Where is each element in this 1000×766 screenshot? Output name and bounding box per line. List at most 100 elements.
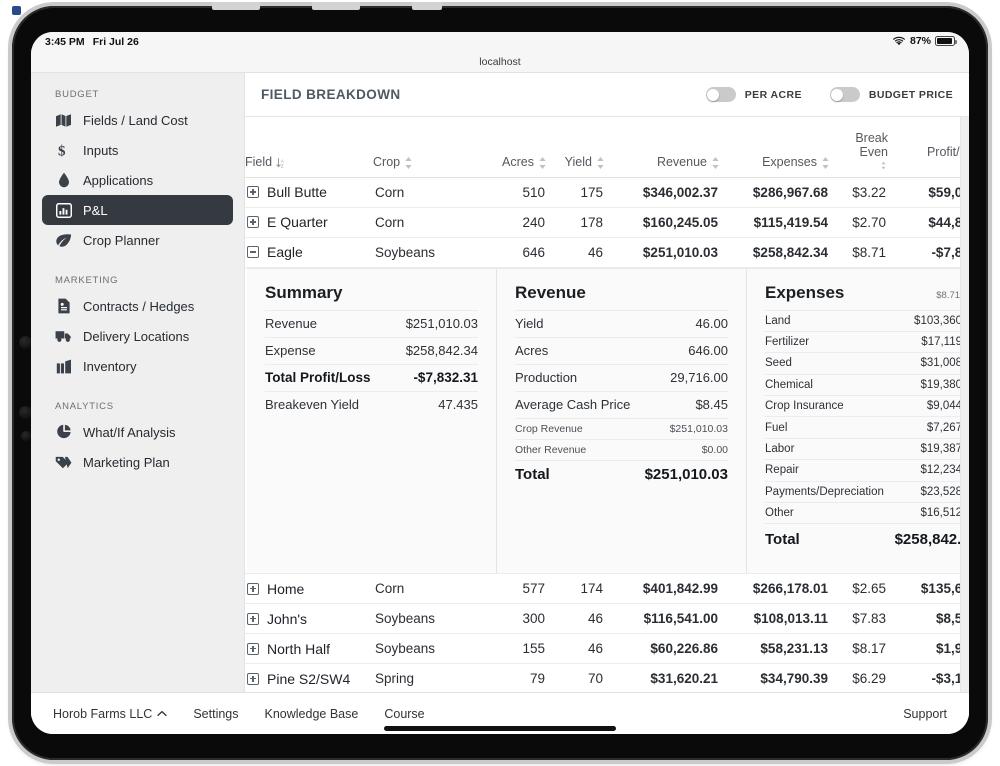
col-field[interactable]: Field A Z [245, 117, 373, 178]
knowledge-base-link[interactable]: Knowledge Base [264, 706, 359, 721]
per-acre-toggle-track[interactable] [705, 87, 736, 102]
sidebar-item-what-if-analysis[interactable]: What/If Analysis [42, 417, 233, 447]
sidebar-item-label: Inventory [83, 358, 137, 374]
collapse-row-icon[interactable] [247, 246, 259, 258]
cell-crop: Soybeans [373, 237, 477, 268]
col-yield-label: Yield [564, 155, 592, 170]
table-row[interactable]: Pine S2/SW4 Spring 79 70 $31,620.21 $34,790.3… [245, 663, 969, 695]
col-yield[interactable]: Yield [547, 117, 605, 178]
detail-row: Total $251,010.03 [515, 459, 728, 489]
sort-icon [822, 156, 829, 169]
cell-field: Eagle [245, 237, 373, 268]
detail-value: 47.435 [438, 397, 478, 412]
cell-crop: Soybeans [373, 603, 477, 635]
status-time: 3:45 PM [45, 36, 85, 48]
expenses-unit-note: $8.71/unit [936, 289, 969, 301]
volume-up-button[interactable] [212, 2, 260, 10]
cell-yield: 174 [547, 573, 605, 605]
detail-label: Land [765, 314, 791, 327]
detail-value: $16,512.90 [920, 507, 969, 520]
course-link[interactable]: Course [384, 706, 425, 721]
account-menu-button[interactable]: Horob Farms LLC [53, 707, 167, 721]
cell-revenue: $31,620.21 [605, 663, 720, 695]
table-row[interactable]: North Half Soybeans 155 46 $60,226.86 $58,231… [245, 633, 969, 665]
cell-field: Pine S2/SW4 [245, 663, 373, 695]
sidebar-item-fields-land-cost[interactable]: Fields / Land Cost [42, 105, 233, 135]
table-row[interactable]: John's Soybeans 300 46 $116,541.00 $108,013.1… [245, 603, 969, 635]
field-breakdown-table-scroll[interactable]: Field A Z Crop [245, 117, 969, 734]
volume-down-button[interactable] [312, 2, 360, 10]
sort-icon [881, 161, 886, 169]
tablet-screen: 3:45 PM Fri Jul 26 87% localhost [31, 32, 969, 734]
tags-icon [55, 454, 72, 470]
sidebar-item-crop-planner[interactable]: Crop Planner [42, 225, 233, 255]
detail-value: $31,008.00 [920, 357, 969, 370]
expand-row-icon[interactable] [247, 582, 259, 595]
sidebar-item-delivery-locations[interactable]: Delivery Locations [42, 321, 233, 351]
expand-row-icon[interactable] [247, 672, 259, 685]
table-row[interactable]: E Quarter Corn 240 178 $160,245.05 $115,419.5… [245, 207, 969, 238]
col-crop[interactable]: Crop [373, 117, 477, 178]
cell-break-even: $8.71 [830, 237, 888, 268]
col-expenses[interactable]: Expenses [720, 117, 830, 178]
sidebar-item-marketing-plan[interactable]: Marketing Plan [42, 447, 233, 477]
expand-row-icon[interactable] [247, 642, 259, 655]
support-link[interactable]: Support [903, 706, 947, 721]
chart-bar-icon [55, 202, 72, 218]
col-profit-loss[interactable]: Profit/Loss [888, 117, 969, 178]
detail-label: Crop Revenue [515, 422, 583, 435]
sidebar-item-inventory[interactable]: Inventory [42, 351, 233, 381]
cell-break-even: $7.83 [830, 603, 888, 635]
detail-label: Other Revenue [515, 443, 587, 456]
detail-value: 646.00 [688, 343, 728, 358]
settings-link[interactable]: Settings [193, 706, 239, 721]
home-indicator[interactable] [384, 726, 616, 731]
table-row[interactable]: Home Corn 577 174 $401,842.99 $266,178.01 $2.6… [245, 573, 969, 605]
droplet-icon [55, 172, 72, 188]
field-breakdown-table: Field A Z Crop [245, 117, 969, 695]
detail-panels: Summary Revenue $251,010.03 Expense $258,842… [247, 267, 969, 574]
sidebar-item-applications[interactable]: Applications [42, 165, 233, 195]
detail-value: $251,010.03 [669, 422, 728, 435]
expand-row-icon[interactable] [247, 612, 259, 625]
col-acres[interactable]: Acres [477, 117, 547, 178]
cell-revenue: $346,002.37 [605, 177, 720, 208]
truck-icon [55, 328, 72, 344]
ios-status-bar: 3:45 PM Fri Jul 26 87% [31, 32, 969, 52]
col-break-even[interactable]: Break Even [830, 117, 888, 178]
cell-acres: 155 [477, 633, 547, 665]
budget-price-toggle[interactable]: BUDGET PRICE [829, 87, 953, 102]
detail-label: Total [765, 531, 800, 549]
power-button[interactable] [412, 2, 442, 10]
field-name: E Quarter [267, 214, 328, 230]
expand-row-icon[interactable] [247, 186, 259, 198]
expand-row-icon[interactable] [247, 216, 259, 228]
col-revenue[interactable]: Revenue [605, 117, 720, 178]
detail-label: Payments/Depreciation [765, 485, 884, 498]
cell-field: Bull Butte [245, 177, 373, 208]
sidebar-item-contracts-hedges[interactable]: Contracts / Hedges [42, 291, 233, 321]
budget-price-toggle-track[interactable] [829, 87, 860, 102]
table-row[interactable]: Eagle Soybeans 646 46 $251,010.03 $258,842.34… [245, 237, 969, 268]
cell-expenses: $266,178.01 [720, 573, 830, 605]
sidebar-item-pl[interactable]: P&L [42, 195, 233, 225]
cell-acres: 300 [477, 603, 547, 635]
cell-yield: 175 [547, 177, 605, 208]
vertical-scrollbar[interactable] [960, 117, 969, 734]
summary-panel: Summary Revenue $251,010.03 Expense $258,842… [247, 269, 496, 574]
detail-row: Acres 646.00 [515, 336, 728, 364]
detail-value: $103,360.00 [914, 314, 969, 327]
detail-row: Production 29,716.00 [515, 363, 728, 391]
detail-label: Total [515, 466, 550, 483]
detail-value: $17,119.00 [921, 336, 969, 349]
cell-acres: 577 [477, 573, 547, 605]
browser-url-bar[interactable]: localhost [31, 52, 969, 73]
sidebar-item-label: Inputs [83, 142, 119, 158]
sidebar-item-inputs[interactable]: $ Inputs [42, 135, 233, 165]
per-acre-toggle-knob [707, 88, 720, 101]
cell-crop: Soybeans [373, 633, 477, 665]
status-led-icon [12, 6, 21, 15]
table-row[interactable]: Bull Butte Corn 510 175 $346,002.37 $286,967.… [245, 177, 969, 208]
per-acre-toggle[interactable]: PER ACRE [705, 87, 802, 102]
table-header-row: Field A Z Crop [245, 117, 969, 178]
